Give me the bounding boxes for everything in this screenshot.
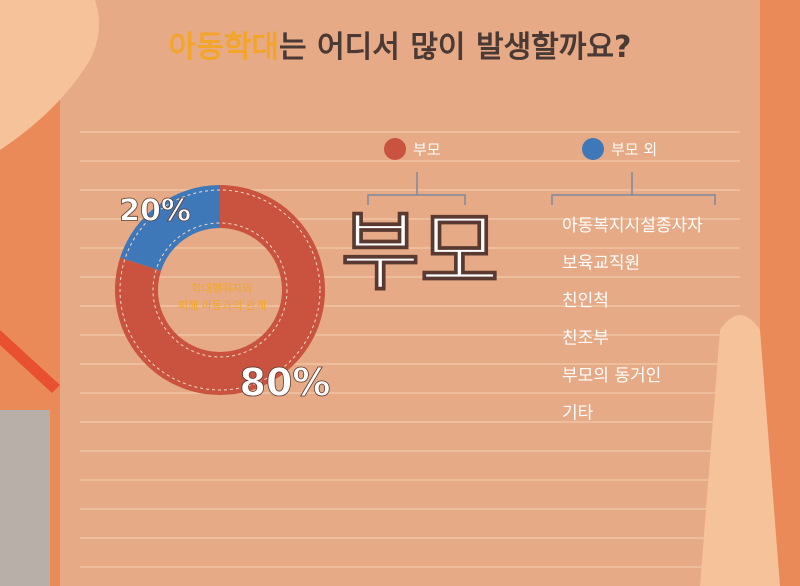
center-label-line: 피해 아동과의 관계: [178, 298, 266, 312]
notebook: [0, 410, 50, 586]
stitch: [119, 189, 321, 391]
others-item: 부모의 동거인: [562, 366, 661, 386]
title-rest: 는 어디서 많이 발생할까요?: [279, 30, 631, 65]
legend-dot: [582, 138, 604, 160]
bracket: [367, 172, 466, 205]
legend-label: 부모 외: [611, 141, 657, 159]
pencil: [0, 330, 60, 393]
donut: [115, 185, 326, 395]
legend-dot: [384, 138, 406, 160]
paper-lines: [80, 131, 740, 568]
donut-segment: [115, 185, 326, 395]
title-highlight: 아동학대: [169, 30, 279, 65]
hand-left: [0, 0, 99, 150]
title: 아동학대는 어디서 많이 발생할까요?: [169, 30, 632, 65]
paper: [60, 0, 760, 586]
bracket: [551, 172, 716, 205]
others-item: 친조부: [562, 329, 609, 349]
others-item: 기타: [562, 404, 594, 424]
legend-label: 부모: [413, 141, 441, 159]
donut-segment: [120, 185, 220, 271]
others-item: 친인척: [562, 291, 609, 311]
hand-right: [700, 315, 780, 586]
others-item: 아동복지시설종사자: [562, 216, 703, 236]
value-label: 80%: [240, 361, 331, 405]
stitch: [152, 222, 288, 358]
big-label: 부모: [341, 202, 499, 302]
center-label-line: 학대행위자와: [192, 282, 253, 295]
others-item: 보육교직원: [562, 254, 640, 274]
value-label: 20%: [119, 194, 191, 229]
